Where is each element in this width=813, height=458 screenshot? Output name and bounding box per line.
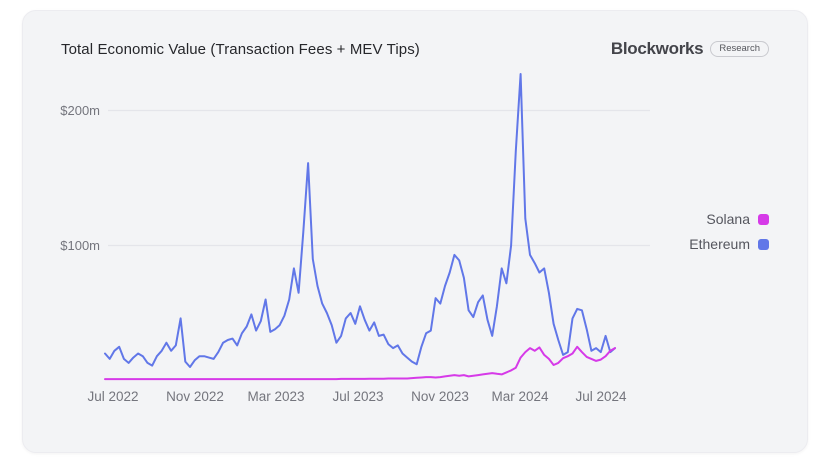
chart-legend: Solana Ethereum [689,211,769,252]
x-tick-nov-2022: Nov 2022 [166,389,224,404]
y-tick-200m: $200m [60,103,100,118]
chart-card: Total Economic Value (Transaction Fees +… [22,10,808,453]
x-tick-mar-2024: Mar 2024 [491,389,549,404]
legend-item-solana[interactable]: Solana [706,211,769,227]
x-tick-mar-2023: Mar 2023 [247,389,305,404]
solana-swatch-icon [758,213,769,225]
blockworks-logo: Blockworks Research [611,39,769,59]
research-badge: Research [710,40,769,58]
ethereum-swatch-icon [758,238,769,250]
x-tick-nov-2023: Nov 2023 [411,389,469,404]
legend-item-ethereum[interactable]: Ethereum [689,236,769,252]
x-tick-jul-2024: Jul 2024 [575,389,627,404]
legend-label-ethereum: Ethereum [689,236,750,252]
chart-title: Total Economic Value (Transaction Fees +… [61,41,420,58]
y-tick-100m: $100m [60,238,100,253]
blockworks-wordmark: Blockworks [610,39,704,58]
x-tick-jul-2023: Jul 2023 [332,389,384,404]
x-tick-jul-2022: Jul 2022 [87,389,139,404]
legend-label-solana: Solana [706,211,750,227]
